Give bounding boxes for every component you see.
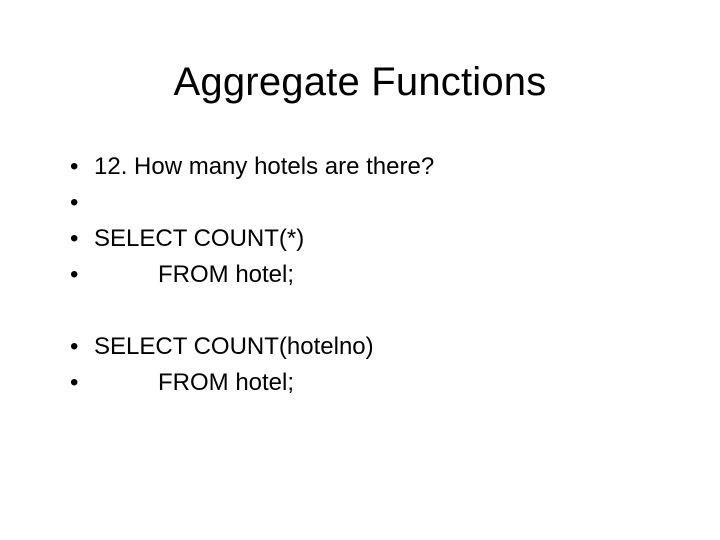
bullet-text: 12. How many hotels are there? (94, 153, 434, 180)
bullet-item: SELECT COUNT(hotelno) (94, 329, 650, 365)
bullet-text: SELECT COUNT(*) (94, 225, 304, 252)
bullet-item: FROM hotel; (94, 365, 650, 401)
slide-container: Aggregate Functions 12. How many hotels … (0, 0, 720, 540)
bullet-item (94, 185, 650, 221)
bullet-text: FROM hotel; (94, 257, 294, 293)
bullet-item: FROM hotel; (94, 257, 650, 293)
bullet-item: 12. How many hotels are there? (94, 149, 650, 185)
bullet-spacer (94, 293, 650, 329)
bullet-item: SELECT COUNT(*) (94, 221, 650, 257)
bullet-text: SELECT COUNT(hotelno) (94, 333, 374, 360)
bullet-text: FROM hotel; (94, 365, 294, 401)
slide-title: Aggregate Functions (70, 60, 650, 105)
bullet-list: 12. How many hotels are there? SELECT CO… (70, 149, 650, 401)
